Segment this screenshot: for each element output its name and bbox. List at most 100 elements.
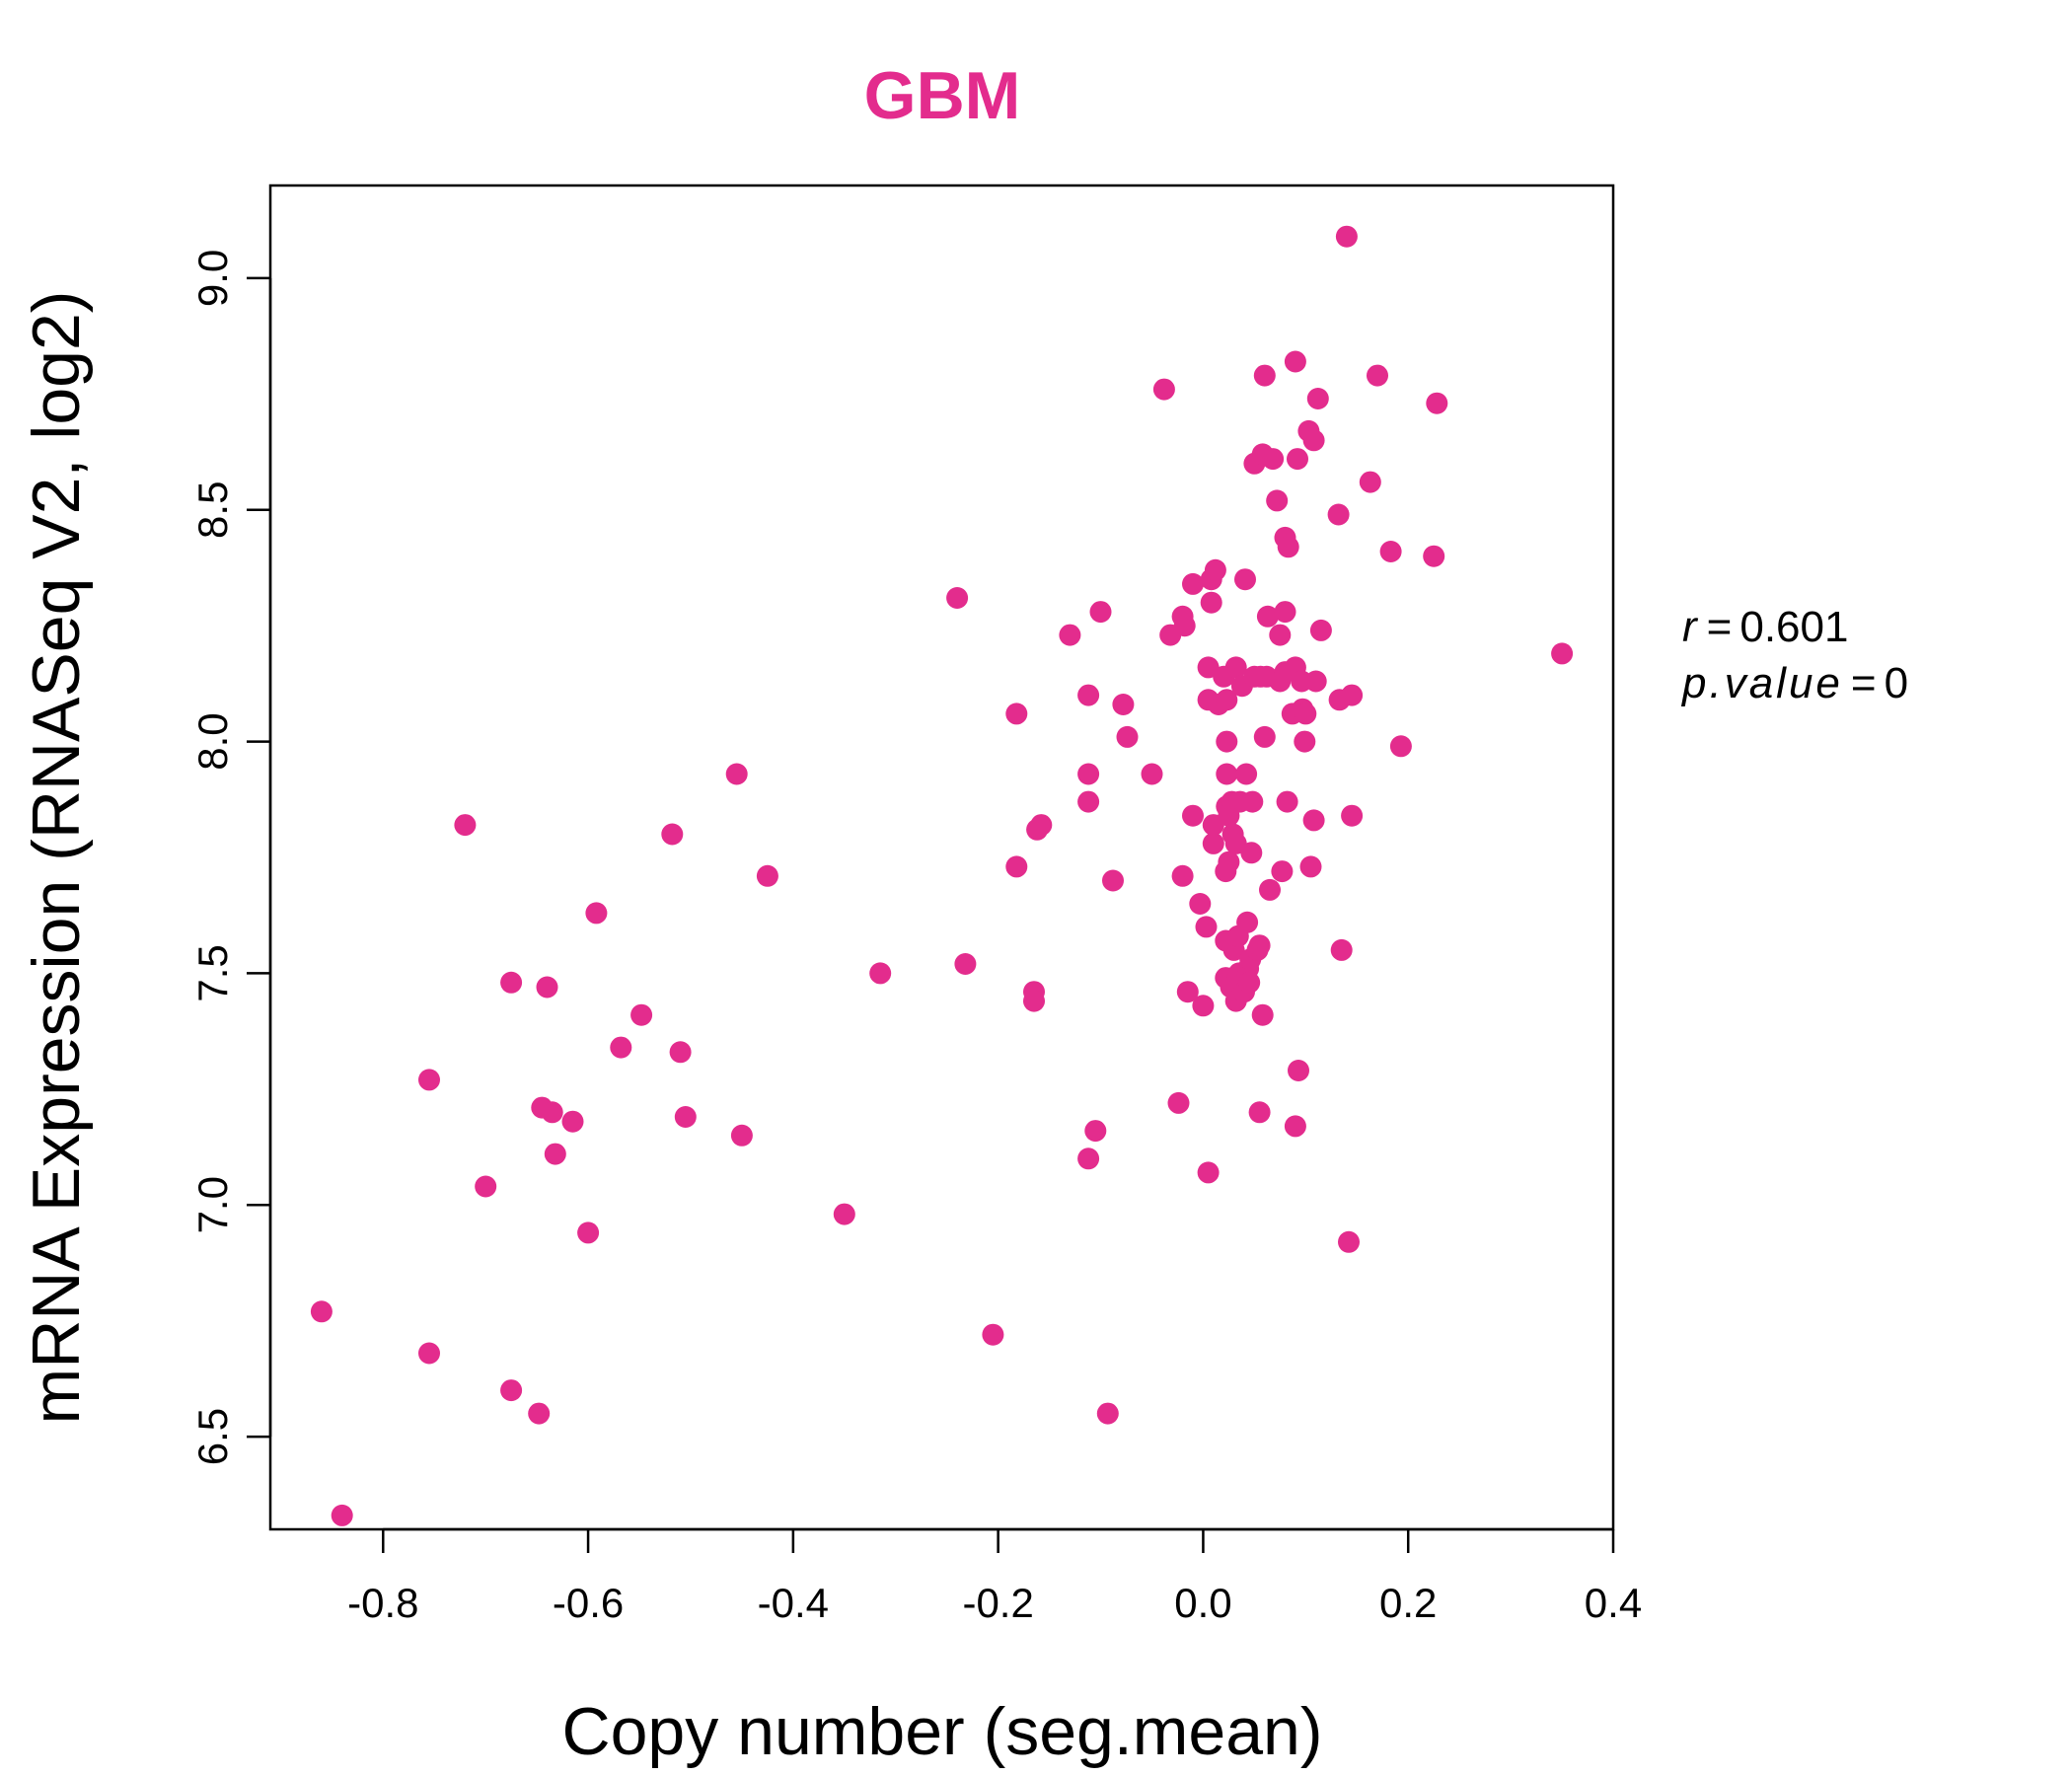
data-point: [1248, 934, 1271, 957]
data-point: [1077, 763, 1100, 785]
data-point: [756, 864, 778, 887]
data-point: [331, 1504, 353, 1526]
x-tick-label: -0.4: [758, 1580, 829, 1626]
correlation-stats: r = 0.601 p.value = 0: [1680, 603, 1908, 707]
data-point: [1266, 489, 1289, 512]
data-point: [1284, 1115, 1306, 1138]
data-point: [1284, 350, 1306, 373]
data-point: [1256, 605, 1279, 628]
data-point: [1262, 448, 1285, 471]
data-point: [475, 1175, 497, 1198]
data-point: [1023, 990, 1045, 1012]
data-point: [1309, 619, 1332, 641]
data-point: [1271, 860, 1294, 883]
x-tick-label: 0.4: [1585, 1580, 1642, 1626]
data-point: [1167, 1091, 1190, 1114]
data-point: [1077, 684, 1100, 706]
data-point: [1327, 503, 1350, 526]
data-point: [1200, 591, 1222, 614]
data-point: [1234, 568, 1256, 591]
data-point: [1112, 694, 1135, 715]
data-point: [1218, 851, 1240, 873]
data-point: [1084, 1120, 1107, 1143]
data-point: [1295, 703, 1317, 725]
data-point: [1269, 624, 1292, 646]
data-point: [1302, 429, 1325, 452]
data-point: [528, 1402, 551, 1425]
data-point: [1302, 809, 1325, 832]
data-point: [541, 1101, 563, 1124]
data-point: [1238, 971, 1261, 994]
data-point: [954, 953, 977, 975]
y-tick-label: 7.0: [189, 1176, 236, 1233]
y-axis: 6.5 7.0 7.5 8.0 8.5 9.0: [189, 250, 272, 1465]
data-point: [1341, 684, 1364, 706]
x-tick-label: 0.2: [1379, 1580, 1437, 1626]
r-label: r: [1682, 603, 1699, 651]
y-tick-label: 7.5: [189, 944, 236, 1001]
data-point: [725, 763, 748, 785]
data-point: [1241, 790, 1264, 813]
data-point: [310, 1300, 333, 1323]
data-point: [1216, 763, 1238, 785]
data-point: [1102, 869, 1124, 892]
data-point: [1359, 471, 1381, 493]
p-statistic: p.value = 0: [1680, 659, 1908, 707]
data-point: [577, 1221, 600, 1244]
y-tick-label: 9.0: [189, 250, 236, 307]
data-point: [1335, 225, 1358, 248]
data-point: [1116, 725, 1139, 748]
data-point: [669, 1041, 692, 1064]
data-point: [1152, 378, 1175, 401]
data-point: [869, 962, 892, 985]
y-tick-label: 8.0: [189, 712, 236, 770]
data-point: [544, 1143, 566, 1165]
data-point: [1197, 1161, 1220, 1184]
data-point: [1192, 995, 1215, 1017]
data-point: [1235, 763, 1258, 785]
data-point: [1202, 832, 1224, 854]
data-point: [1189, 893, 1212, 915]
data-point: [536, 976, 558, 999]
data-point: [1176, 981, 1199, 1003]
data-point: [1077, 790, 1100, 813]
data-point: [1059, 624, 1081, 646]
y-tick-label: 8.5: [189, 481, 236, 539]
x-axis: -0.8 -0.6 -0.4 -0.2 0.0 0.2 0.4: [347, 1527, 1642, 1626]
data-point: [1240, 842, 1263, 864]
data-point: [1288, 1060, 1309, 1081]
data-point: [561, 1110, 584, 1133]
x-tick-label: -0.2: [962, 1580, 1033, 1626]
data-point: [1251, 1003, 1274, 1026]
data-point: [1173, 615, 1196, 637]
data-point: [1216, 730, 1238, 753]
data-point: [1171, 864, 1194, 887]
r-statistic: r = 0.601: [1682, 603, 1848, 651]
y-tick-label: 6.5: [189, 1408, 236, 1465]
data-point: [1224, 656, 1247, 679]
data-point: [1274, 601, 1296, 624]
r-value: 0.601: [1739, 603, 1848, 651]
data-point: [418, 1342, 440, 1365]
x-axis-label: Copy number (seg.mean): [561, 1694, 1322, 1769]
data-point: [500, 1379, 523, 1402]
data-point: [1276, 790, 1298, 813]
data-point: [946, 587, 969, 609]
data-point: [1294, 730, 1316, 753]
data-point: [1306, 388, 1329, 409]
data-point: [1195, 916, 1218, 938]
data-point: [1299, 855, 1322, 878]
data-point: [1367, 364, 1388, 387]
chart-title: GBM: [864, 58, 1021, 133]
data-point: [1030, 814, 1053, 837]
data-point: [1248, 1101, 1271, 1124]
x-tick-label: -0.6: [553, 1580, 624, 1626]
p-label: p.value: [1680, 659, 1843, 707]
x-tick-label: -0.8: [347, 1580, 418, 1626]
data-point: [1423, 545, 1445, 567]
plot-frame: [268, 184, 1615, 1531]
data-point: [1551, 642, 1574, 665]
data-points: [310, 225, 1574, 1526]
data-point: [1379, 541, 1402, 562]
